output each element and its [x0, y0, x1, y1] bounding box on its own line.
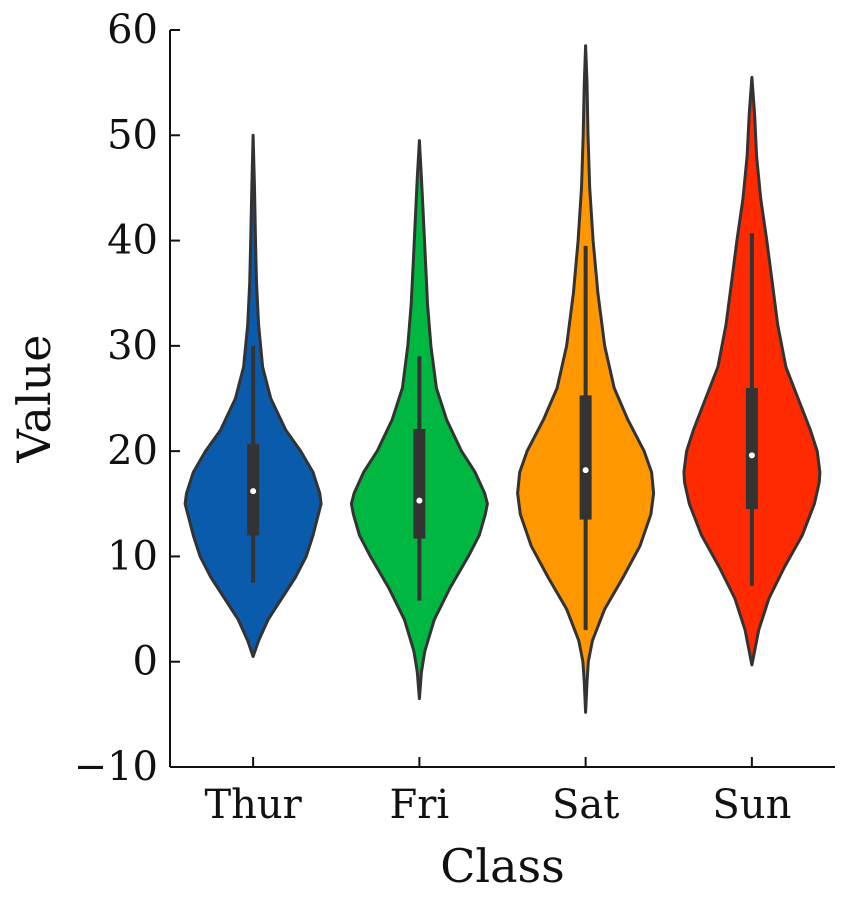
x-tick-label-fri: Fri — [390, 782, 450, 828]
x-tick-label-thur: Thur — [204, 782, 302, 828]
y-tick-label: 0 — [133, 639, 158, 685]
y-axis-label: Value — [7, 335, 61, 464]
interquartile-box — [579, 395, 592, 520]
y-axis-ticks: −10 0 10 20 30 40 50 60 — [74, 7, 180, 790]
x-axis-ticks: Thur Fri Sat Sun — [204, 757, 791, 828]
y-tick-label: 10 — [107, 533, 158, 579]
violin-sun — [682, 75, 822, 667]
x-axis-label: Class — [440, 839, 565, 893]
y-tick-label: 50 — [107, 112, 158, 158]
median-marker — [250, 488, 257, 495]
y-tick-label: 30 — [107, 323, 158, 369]
y-tick-label: −10 — [74, 744, 158, 790]
median-marker — [748, 452, 755, 459]
violins — [183, 44, 822, 714]
y-tick-label: 60 — [107, 7, 158, 53]
y-tick-label: 20 — [107, 428, 158, 474]
x-tick-label-sun: Sun — [712, 782, 791, 828]
median-marker — [582, 467, 589, 474]
median-marker — [416, 497, 423, 504]
violin-sat — [516, 44, 656, 714]
y-tick-label: 40 — [107, 218, 158, 264]
interquartile-box — [413, 429, 426, 539]
interquartile-box — [745, 387, 758, 510]
x-tick-label-sat: Sat — [552, 782, 619, 828]
plot-area — [183, 44, 822, 714]
violin-fri — [349, 139, 489, 701]
violin-thur — [183, 133, 323, 658]
